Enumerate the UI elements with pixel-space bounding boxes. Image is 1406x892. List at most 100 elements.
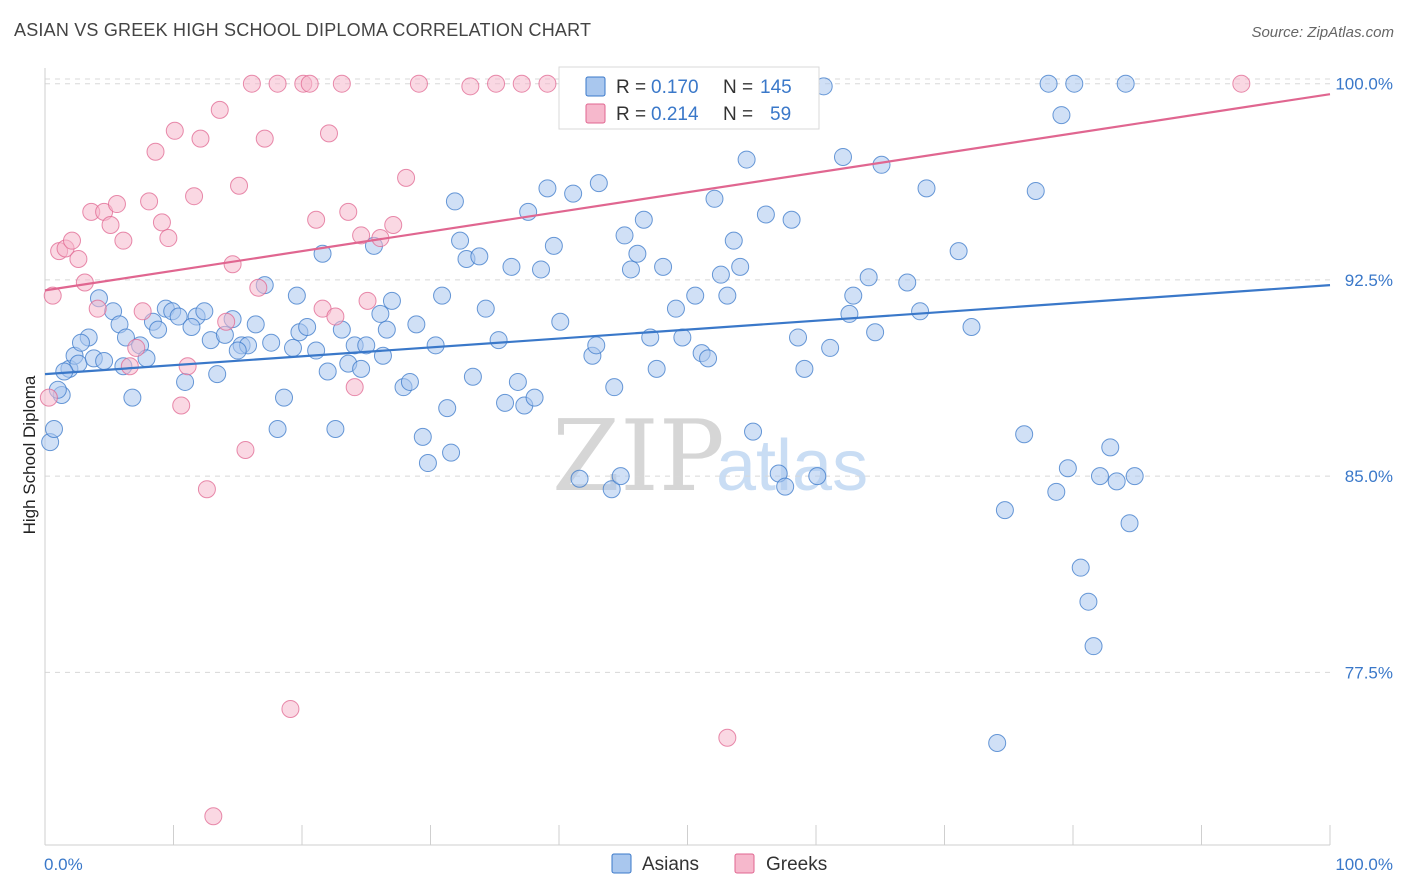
asian-point xyxy=(169,307,188,326)
y-tick-label: 92.5% xyxy=(1345,271,1393,290)
asian-point xyxy=(602,480,621,499)
greek-point xyxy=(127,338,146,357)
asian-point xyxy=(123,388,142,407)
y-tick-label: 100.0% xyxy=(1335,75,1393,94)
asian-point xyxy=(705,189,724,208)
asian-point xyxy=(605,378,624,397)
greek-point xyxy=(397,168,416,187)
asian-point xyxy=(463,367,482,386)
greek-point xyxy=(197,480,216,499)
greek-point xyxy=(249,278,268,297)
asian-point xyxy=(400,372,419,391)
legend-bottom-swatch-asians xyxy=(611,853,632,874)
asian-point xyxy=(445,192,464,211)
asian-point xyxy=(866,323,885,342)
greek-point xyxy=(159,229,178,248)
asian-point xyxy=(898,273,917,292)
greek-point xyxy=(152,213,171,232)
legend-greek-n-label: N = xyxy=(723,104,753,125)
asian-point xyxy=(382,291,401,310)
asian-point xyxy=(1101,438,1120,457)
asian-point xyxy=(1071,558,1090,577)
asian-point xyxy=(776,477,795,496)
asian-point xyxy=(318,362,337,381)
asian-point xyxy=(564,184,583,203)
asian-point xyxy=(298,318,317,336)
greek-point xyxy=(538,74,557,93)
greek-point xyxy=(487,74,506,93)
asian-point xyxy=(737,150,756,169)
asian-point xyxy=(917,179,936,198)
greek-point xyxy=(120,357,139,376)
greek-point xyxy=(236,440,255,459)
asian-point xyxy=(357,336,376,355)
greek-point xyxy=(326,307,345,326)
data-points xyxy=(39,74,1251,826)
asian-point xyxy=(228,341,247,360)
asian-point xyxy=(589,174,608,193)
greek-point xyxy=(107,195,126,214)
asian-point xyxy=(525,388,544,407)
greek-point xyxy=(461,77,480,96)
asian-point xyxy=(1047,482,1066,501)
greek-point xyxy=(114,231,133,250)
legend-greek-r-label: R = xyxy=(616,104,646,125)
asian-point xyxy=(686,286,705,305)
chart-source: Source: ZipAtlas.com xyxy=(1251,24,1394,41)
greek-point xyxy=(39,388,58,407)
asian-point xyxy=(1079,592,1098,611)
asian-point xyxy=(442,443,461,462)
asian-point xyxy=(647,359,666,378)
asian-point xyxy=(756,205,775,224)
greek-point xyxy=(268,74,287,93)
asian-point xyxy=(1125,467,1144,486)
asian-trend-line xyxy=(44,284,1331,376)
greek-point xyxy=(358,291,377,310)
asian-point xyxy=(859,268,878,287)
greek-point xyxy=(255,129,274,148)
asian-point xyxy=(587,336,606,355)
greek-point xyxy=(185,187,204,206)
greek-point xyxy=(140,192,159,211)
asian-point xyxy=(1084,637,1103,656)
asian-point xyxy=(433,286,452,305)
asian-point xyxy=(371,304,390,323)
asian-point xyxy=(95,352,114,371)
asian-point xyxy=(149,320,168,339)
asian-point xyxy=(1120,514,1139,533)
greek-point xyxy=(384,215,403,234)
legend-bottom-asians: Asians xyxy=(642,854,699,875)
greek-point xyxy=(172,396,191,415)
greek-point xyxy=(1232,74,1251,93)
x-tick-label-min: 0.0% xyxy=(44,855,83,874)
axes: 77.5% 85.0% 92.5% 100.0% 0.0% 100.0% xyxy=(44,68,1393,874)
asian-point xyxy=(654,257,673,276)
asian-point xyxy=(1052,106,1071,125)
asian-point xyxy=(962,318,981,336)
asian-point xyxy=(1065,74,1084,93)
greek-point xyxy=(191,129,210,148)
x-tick-label-max: 100.0% xyxy=(1335,855,1393,874)
greek-point xyxy=(69,249,88,268)
chart-title: ASIAN VS GREEK HIGH SCHOOL DIPLOMA CORRE… xyxy=(14,20,592,40)
asian-point xyxy=(634,210,653,229)
legend-bottom: Asians Greeks xyxy=(611,853,827,875)
legend-greek-n-value: 59 xyxy=(770,104,791,125)
asian-point xyxy=(570,469,589,488)
greek-point xyxy=(332,74,351,93)
asian-point xyxy=(995,501,1014,520)
asian-point xyxy=(262,333,281,352)
asian-point xyxy=(795,359,814,378)
asian-point xyxy=(621,260,640,279)
y-axis-title: High School Diploma xyxy=(20,375,39,534)
asian-point xyxy=(275,388,294,407)
asian-point xyxy=(71,333,90,352)
greek-point xyxy=(300,74,319,93)
asian-point xyxy=(208,365,227,384)
asian-point xyxy=(438,399,457,418)
greek-point xyxy=(281,699,300,718)
asian-point xyxy=(611,467,630,486)
greek-point xyxy=(43,286,62,305)
asian-point xyxy=(268,420,287,439)
